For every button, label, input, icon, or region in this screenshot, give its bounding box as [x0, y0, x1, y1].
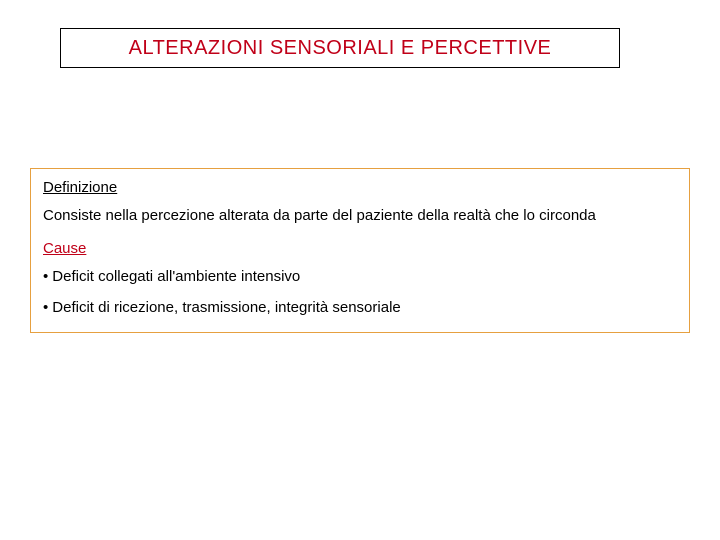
bullet-marker-icon: •	[43, 298, 48, 318]
title-box: ALTERAZIONI SENSORIALI E PERCETTIVE	[60, 28, 620, 68]
causes-heading: Cause	[43, 240, 677, 257]
bullet-marker-icon: •	[43, 267, 48, 287]
content-box: Definizione Consiste nella percezione al…	[30, 168, 690, 333]
bullet-item: • Deficit di ricezione, trasmissione, in…	[43, 298, 677, 318]
slide-title: ALTERAZIONI SENSORIALI E PERCETTIVE	[129, 37, 552, 60]
bullet-item: • Deficit collegati all'ambiente intensi…	[43, 267, 677, 287]
bullet-text: Deficit di ricezione, trasmissione, inte…	[52, 298, 400, 318]
bullet-text: Deficit collegati all'ambiente intensivo	[52, 267, 300, 287]
definition-heading: Definizione	[43, 179, 677, 196]
definition-body: Consiste nella percezione alterata da pa…	[43, 206, 677, 226]
